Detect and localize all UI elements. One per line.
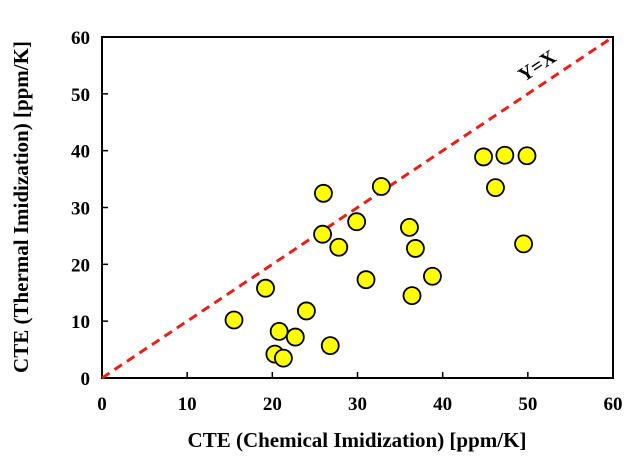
data-point-13 — [371, 177, 391, 196]
data-point-19 — [486, 178, 505, 198]
reference-line-y-equals-x — [101, 35, 614, 380]
reference-line-label: Y=X — [514, 46, 560, 87]
y-axis-ticks: 0 10 20 30 40 50 60 — [71, 28, 108, 390]
x-tick-label: 50 — [518, 394, 537, 415]
y-tick-label: 60 — [71, 28, 90, 49]
data-point-17 — [423, 266, 442, 286]
data-point-7 — [313, 224, 332, 244]
data-point-22 — [517, 146, 537, 166]
y-tick-label: 0 — [81, 369, 91, 390]
x-tick-label: 60 — [604, 394, 623, 415]
data-point-0 — [224, 310, 244, 330]
x-axis-ticks: 0 10 20 30 40 50 60 — [97, 372, 623, 415]
data-point-12 — [356, 270, 376, 290]
y-axis-title: CTE (Thermal Imidization) [ppm/K] — [9, 41, 33, 373]
data-point-9 — [320, 336, 340, 356]
x-tick-label: 0 — [97, 394, 107, 415]
x-tick-label: 20 — [263, 394, 282, 415]
x-tick-label: 30 — [348, 394, 367, 415]
data-point-14 — [400, 217, 419, 237]
data-point-11 — [347, 212, 367, 232]
data-point-1 — [256, 278, 275, 298]
x-tick-label: 10 — [178, 394, 197, 415]
data-point-4 — [274, 348, 293, 368]
data-point-5 — [285, 327, 305, 347]
data-point-16 — [406, 239, 425, 258]
y-tick-label: 10 — [71, 312, 90, 333]
data-point-15 — [402, 286, 422, 305]
data-point-3 — [269, 321, 289, 341]
y-tick-label: 50 — [71, 85, 90, 106]
y-tick-label: 20 — [71, 255, 90, 276]
data-points — [224, 145, 537, 368]
data-point-20 — [495, 145, 515, 165]
x-tick-label: 40 — [433, 394, 452, 415]
data-point-21 — [514, 234, 533, 254]
data-point-10 — [329, 237, 349, 257]
y-tick-label: 40 — [71, 142, 90, 163]
x-axis-title: CTE (Chemical Imidization) [ppm/K] — [188, 428, 527, 452]
y-tick-label: 30 — [71, 199, 90, 220]
data-point-18 — [474, 147, 493, 167]
data-point-6 — [296, 301, 316, 321]
data-point-8 — [314, 183, 333, 203]
